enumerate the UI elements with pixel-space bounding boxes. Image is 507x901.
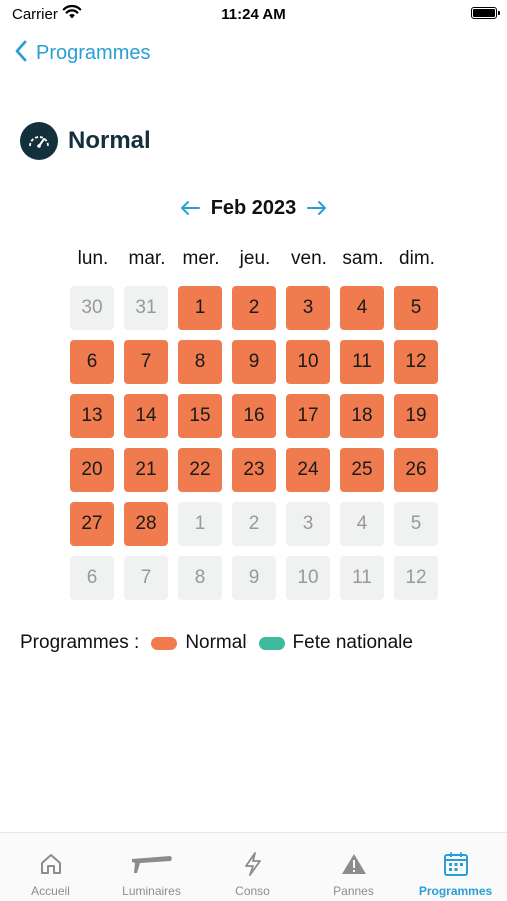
calendar-day-scheduled[interactable]: 4 — [340, 286, 384, 330]
weekday-label: mar. — [128, 248, 166, 269]
lightning-icon — [202, 851, 303, 877]
legend-item-label: Normal — [185, 632, 247, 653]
arrow-right-icon — [307, 201, 327, 215]
calendar-day-outside-month[interactable]: 9 — [232, 556, 276, 600]
legend-swatch — [151, 636, 178, 650]
calendar-day-scheduled[interactable]: 20 — [70, 448, 114, 492]
calendar-day-scheduled[interactable]: 5 — [394, 286, 438, 330]
calendar-day-outside-month[interactable]: 2 — [232, 502, 276, 546]
tab-label: Pannes — [333, 884, 374, 898]
month-label: Feb 2023 — [210, 196, 297, 219]
calendar-day-scheduled[interactable]: 18 — [340, 394, 384, 438]
calendar-day-scheduled[interactable]: 3 — [286, 286, 330, 330]
calendar-day-scheduled[interactable]: 8 — [178, 340, 222, 384]
gauge-icon — [20, 122, 58, 160]
calendar-day-outside-month[interactable]: 3 — [286, 502, 330, 546]
calendar-day-scheduled[interactable]: 25 — [340, 448, 384, 492]
calendar-day-outside-month[interactable]: 12 — [394, 556, 438, 600]
calendar-day-scheduled[interactable]: 22 — [178, 448, 222, 492]
calendar-day-outside-month[interactable]: 8 — [178, 556, 222, 600]
legend: Programmes : Normal Fete nationale — [20, 632, 413, 654]
tab-pannes[interactable]: Pannes — [303, 833, 404, 901]
calendar-day-scheduled[interactable]: 11 — [340, 340, 384, 384]
weekday-label: jeu. — [239, 248, 271, 269]
weekday-label: mer. — [182, 248, 220, 269]
wifi-icon — [62, 4, 82, 25]
calendar-day-outside-month[interactable]: 10 — [286, 556, 330, 600]
legend-swatch — [258, 636, 285, 650]
calendar-day-outside-month[interactable]: 31 — [124, 286, 168, 330]
calendar-icon — [404, 851, 507, 877]
calendar-day-scheduled[interactable]: 17 — [286, 394, 330, 438]
weekday-label: dim. — [399, 248, 435, 269]
calendar-day-scheduled[interactable]: 16 — [232, 394, 276, 438]
tab-label: Programmes — [418, 884, 493, 898]
weekday-label: sam. — [342, 248, 384, 269]
tab-label: Accueil — [31, 884, 70, 898]
program-header: Normal — [20, 122, 151, 160]
calendar-day-scheduled[interactable]: 24 — [286, 448, 330, 492]
calendar-day-outside-month[interactable]: 30 — [70, 286, 114, 330]
battery-icon — [471, 7, 500, 19]
calendar-grid: 30 31 1 2 3 4 5 6 7 8 9 10 11 12 13 14 15 16 17 18 19 20 21 22 2… — [70, 286, 446, 600]
calendar-day-scheduled[interactable]: 9 — [232, 340, 276, 384]
legend-item-label: Fete nationale — [292, 632, 413, 653]
legend-item-normal: Normal — [151, 632, 247, 654]
calendar-day-scheduled[interactable]: 1 — [178, 286, 222, 330]
weekday-label: ven. — [291, 248, 327, 269]
calendar-day-outside-month[interactable]: 5 — [394, 502, 438, 546]
weekday-header-row: lun. mar. mer. jeu. ven. sam. dim. — [66, 248, 444, 270]
status-time: 11:24 AM — [221, 6, 286, 23]
luminaire-icon — [101, 851, 202, 877]
chevron-left-icon — [14, 39, 28, 68]
status-bar: Carrier 11:24 AM — [0, 0, 507, 30]
tab-accueil[interactable]: Accueil — [0, 833, 101, 901]
next-month-button[interactable] — [304, 195, 330, 221]
calendar-day-scheduled[interactable]: 23 — [232, 448, 276, 492]
legend-item-fete-nationale: Fete nationale — [258, 632, 413, 654]
tab-programmes[interactable]: Programmes — [404, 833, 507, 901]
tab-label: Conso — [235, 884, 270, 898]
month-navigator: Feb 2023 — [0, 194, 507, 222]
calendar-day-scheduled[interactable]: 28 — [124, 502, 168, 546]
calendar-day-scheduled[interactable]: 10 — [286, 340, 330, 384]
calendar-day-scheduled[interactable]: 19 — [394, 394, 438, 438]
calendar-day-outside-month[interactable]: 7 — [124, 556, 168, 600]
calendar-day-outside-month[interactable]: 6 — [70, 556, 114, 600]
tab-conso[interactable]: Conso — [202, 833, 303, 901]
weekday-label: lun. — [77, 248, 109, 269]
arrow-left-icon — [180, 201, 200, 215]
tab-label: Luminaires — [122, 884, 181, 898]
calendar-day-scheduled[interactable]: 15 — [178, 394, 222, 438]
calendar-day-scheduled[interactable]: 7 — [124, 340, 168, 384]
calendar-day-scheduled[interactable]: 14 — [124, 394, 168, 438]
calendar-day-scheduled[interactable]: 6 — [70, 340, 114, 384]
back-label: Programmes — [36, 41, 151, 64]
previous-month-button[interactable] — [177, 195, 203, 221]
calendar-day-scheduled[interactable]: 21 — [124, 448, 168, 492]
back-button[interactable]: Programmes — [14, 38, 150, 68]
tab-luminaires[interactable]: Luminaires — [101, 833, 202, 901]
tab-bar: Accueil Luminaires Conso Pannes — [0, 832, 507, 901]
carrier-label: Carrier — [12, 6, 58, 23]
calendar-day-outside-month[interactable]: 4 — [340, 502, 384, 546]
program-title: Normal — [68, 127, 151, 154]
calendar-day-outside-month[interactable]: 11 — [340, 556, 384, 600]
calendar-day-outside-month[interactable]: 1 — [178, 502, 222, 546]
warning-icon — [303, 851, 404, 877]
calendar-day-scheduled[interactable]: 13 — [70, 394, 114, 438]
calendar-day-scheduled[interactable]: 2 — [232, 286, 276, 330]
calendar-day-scheduled[interactable]: 26 — [394, 448, 438, 492]
calendar-day-scheduled[interactable]: 27 — [70, 502, 114, 546]
calendar-day-scheduled[interactable]: 12 — [394, 340, 438, 384]
home-icon — [0, 851, 101, 877]
legend-label: Programmes : — [20, 632, 140, 653]
